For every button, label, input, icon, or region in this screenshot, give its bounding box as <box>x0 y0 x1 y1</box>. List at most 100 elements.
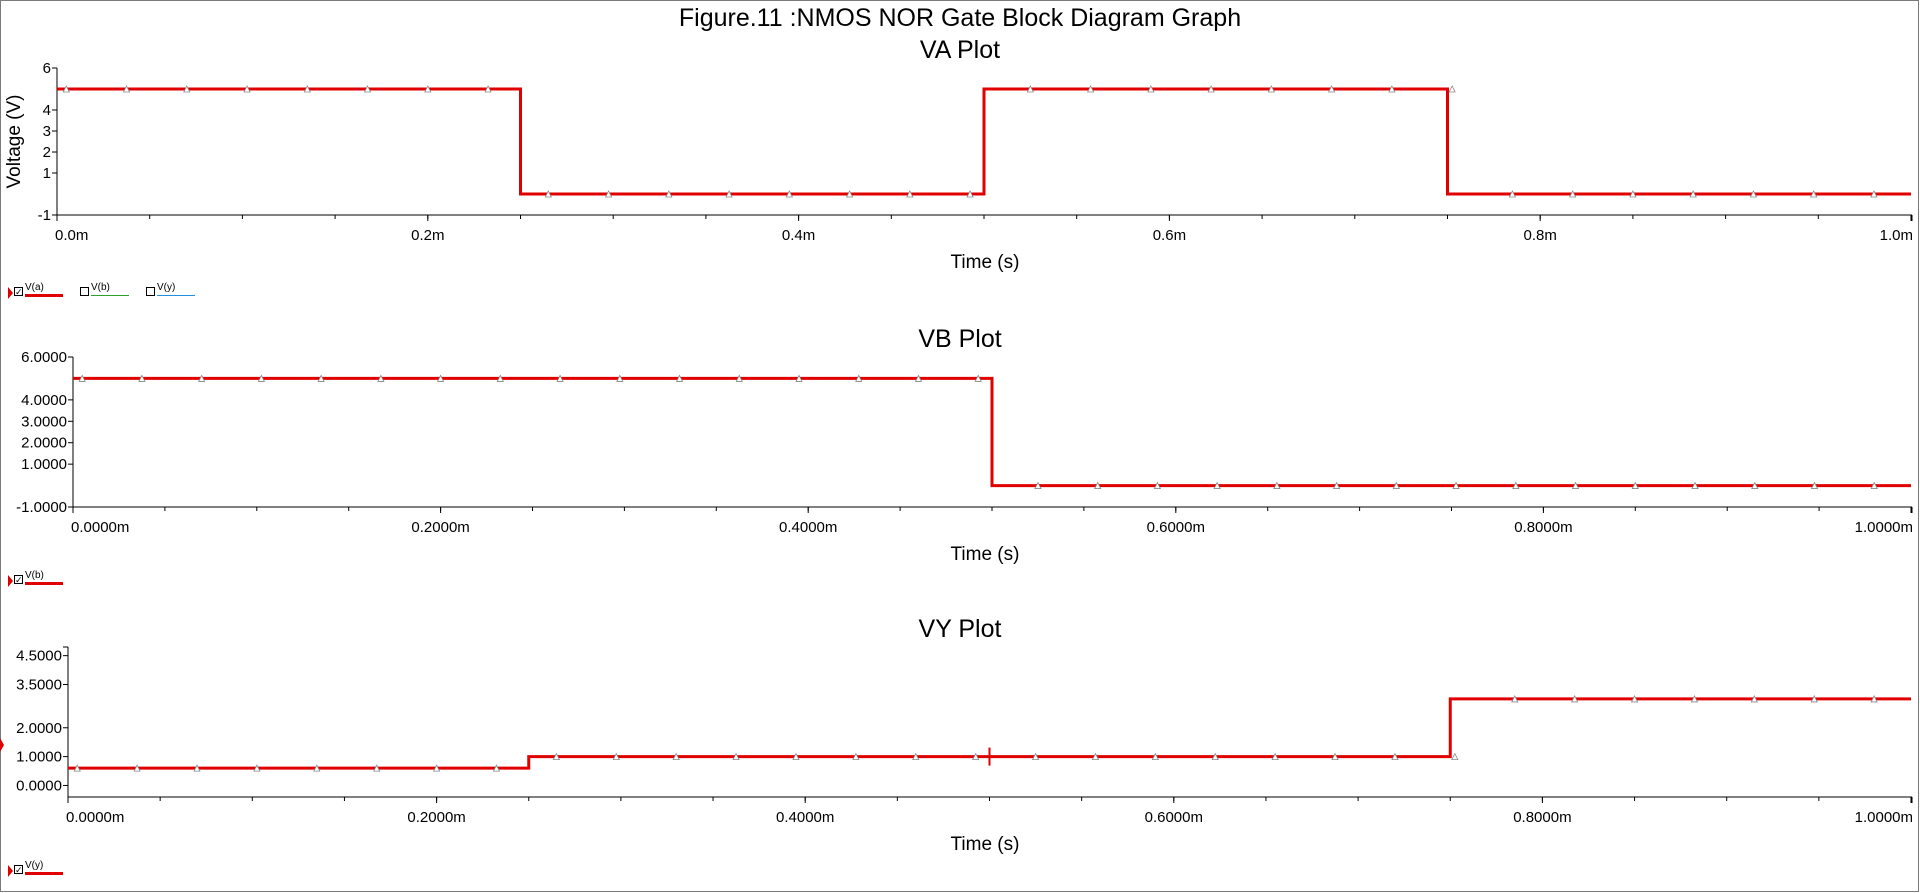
data-marker <box>377 374 385 382</box>
data-marker <box>974 374 982 382</box>
x-axis-label: Time (s) <box>951 544 1020 565</box>
data-marker <box>914 374 923 382</box>
active-trace-arrow-icon <box>8 575 13 587</box>
data-marker <box>1448 85 1456 93</box>
data-marker <box>1331 752 1339 761</box>
y-tick-label: 1 <box>43 165 51 182</box>
data-marker <box>845 190 854 198</box>
data-marker <box>1508 190 1517 198</box>
x-tick-label: 1.0m <box>1880 227 1913 244</box>
legend-swatch <box>25 872 63 875</box>
y-tick-label: 2 <box>43 144 51 161</box>
legend-swatch <box>25 294 63 297</box>
data-marker <box>1271 752 1279 761</box>
data-marker <box>735 374 743 382</box>
y-tick-label: 2.0000 <box>21 435 67 452</box>
plot-panel-3: VY Plot 0.0000m 0.2000m 0.4000m 0.6000m 0.800… <box>16 615 1913 855</box>
data-marker <box>1452 481 1460 489</box>
cursor-side-marker-icon[interactable] <box>0 738 4 752</box>
data-marker <box>912 752 920 761</box>
x-axis-label: Time (s) <box>951 834 1020 855</box>
data-marker <box>1086 85 1095 93</box>
data-marker <box>1749 190 1758 198</box>
y-tick-label: 1.0000 <box>21 456 67 473</box>
data-marker <box>665 190 673 198</box>
data-marker <box>725 190 733 198</box>
data-marker <box>1631 481 1639 489</box>
data-marker <box>1629 190 1637 198</box>
y-tick-label: 4.5000 <box>16 648 62 665</box>
data-marker <box>1026 85 1034 93</box>
data-marker <box>1751 481 1759 489</box>
data-marker <box>1213 481 1221 489</box>
data-marker <box>436 374 445 382</box>
data-marker <box>1571 481 1580 489</box>
data-marker <box>1211 752 1219 761</box>
plot-panel-1: VA Plot 0.0m 0.2m 0.4m 0.6m 0.8m 1.0m -1 1 2 3 4 6 Ti… <box>4 36 1913 273</box>
plot-title: VA Plot <box>920 36 1000 64</box>
data-marker <box>253 764 261 772</box>
data-marker <box>243 85 251 93</box>
data-marker <box>492 764 501 772</box>
data-marker <box>317 374 325 382</box>
legend-label: V(b) <box>91 282 110 293</box>
data-marker <box>1810 695 1818 703</box>
data-marker <box>792 752 800 761</box>
series-line-V(b) <box>73 376 1911 488</box>
data-marker <box>1810 190 1818 198</box>
legend-checkbox[interactable] <box>146 287 155 296</box>
data-marker <box>313 764 321 772</box>
data-marker <box>1571 695 1579 703</box>
legend-checkbox[interactable]: ✓ <box>14 287 23 297</box>
data-marker <box>1870 190 1878 198</box>
data-marker <box>604 190 613 198</box>
data-marker <box>972 752 980 761</box>
data-marker <box>1870 695 1878 703</box>
data-marker <box>1750 695 1758 703</box>
data-marker <box>616 374 624 382</box>
y-tick-label: 2.0000 <box>16 720 62 737</box>
data-marker <box>1267 85 1276 93</box>
data-marker <box>1691 481 1699 489</box>
data-marker <box>1388 85 1396 93</box>
data-marker <box>906 190 914 198</box>
y-axis-label: Voltage (V) <box>4 95 25 189</box>
y-tick-label: -1.0000 <box>16 499 67 516</box>
data-marker <box>855 374 863 382</box>
data-marker <box>303 85 311 93</box>
data-marker <box>1689 190 1697 198</box>
legend-checkbox[interactable]: ✓ <box>14 575 23 585</box>
legend-checkbox[interactable]: ✓ <box>14 865 23 875</box>
plot-title: VY Plot <box>919 615 1002 643</box>
data-marker <box>424 85 432 93</box>
x-tick-label: 0.2000m <box>411 519 469 536</box>
data-marker <box>1273 481 1281 489</box>
y-tick-label: 3 <box>43 123 51 140</box>
y-tick-label: 3.0000 <box>21 413 67 430</box>
legend-label: V(b) <box>25 570 44 581</box>
x-tick-label: 0.0000m <box>66 809 124 826</box>
data-marker <box>1630 695 1639 703</box>
data-marker <box>785 190 793 198</box>
x-tick-label: 0.6000m <box>1145 809 1203 826</box>
data-marker <box>1153 481 1162 489</box>
data-marker <box>1034 481 1042 489</box>
data-marker <box>138 374 146 382</box>
legend-label: V(y) <box>157 282 176 293</box>
data-marker <box>1094 481 1102 489</box>
y-tick-label: 1.0000 <box>16 749 62 766</box>
legend-label: V(y) <box>25 860 44 871</box>
data-marker <box>1391 752 1399 761</box>
data-marker <box>732 752 740 761</box>
x-tick-label: 0.6000m <box>1147 519 1205 536</box>
active-trace-arrow-icon <box>8 287 13 299</box>
y-tick-label: 0.0000 <box>16 777 62 794</box>
x-tick-label: 1.0000m <box>1855 519 1913 536</box>
x-axis-label: Time (s) <box>951 252 1020 273</box>
x-tick-label: 0.0000m <box>71 519 129 536</box>
legend-checkbox[interactable] <box>80 287 89 296</box>
legend-label: V(a) <box>25 282 44 293</box>
x-tick-label: 0.8000m <box>1514 519 1572 536</box>
active-trace-arrow-icon <box>8 865 13 877</box>
